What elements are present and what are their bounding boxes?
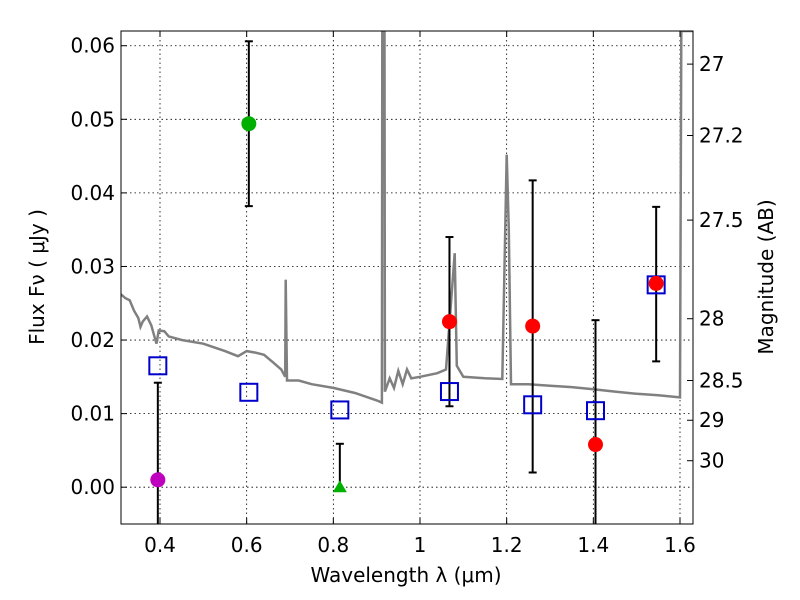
y-tick-label: 0.03 [70,254,115,278]
x-tick-label: 0.8 [317,533,349,557]
plot-area [121,31,693,524]
data-point-red [588,437,603,453]
right-tick-label: 29 [699,408,724,432]
x-tick-label: 1.6 [664,533,696,557]
y-axis-label-left: Flux Fν ( μJy ) [25,209,49,345]
x-tick-label: 1.4 [577,533,609,557]
y-tick-label: 0.00 [70,475,115,499]
model-band-markers [148,275,666,421]
right-tick-label: 27 [699,52,724,76]
x-tick-label: 0.6 [231,533,263,557]
x-tick-label: 0.4 [144,533,176,557]
x-axis-label: Wavelength λ (μm) [310,563,501,587]
right-tick-label: 30 [699,449,724,473]
observed-points [150,116,664,493]
data-point-triangle [332,480,347,493]
data-point-red [525,318,541,334]
right-tick-label: 28.5 [699,369,744,393]
data-point-red [441,314,457,330]
model-band-square [439,382,459,402]
y-tick-label: 0.02 [70,328,115,352]
right-tick-label: 27.2 [699,123,744,147]
model-sed-line [121,31,693,405]
y-axis-label-right: Magnitude (AB) [754,199,778,354]
y-tick-label: 0.04 [70,181,115,205]
x-tick-label: 1.2 [491,533,523,557]
data-point-magenta [150,472,166,488]
error-bars [153,40,661,524]
plot-frame [120,30,694,525]
grid-lines [121,31,693,524]
model-band-square [523,395,543,415]
right-tick-label: 27.5 [699,208,744,232]
x-tick-label: 1 [414,533,427,557]
right-tick-label: 28 [699,307,724,331]
y-tick-label: 0.05 [70,107,115,131]
model-band-square [148,356,168,376]
axis-ticks: 0.4 0.6 0.8 1 1.2 1.4 1.6 0.00 0.01 0.02 0.03 0.04 0… [70,31,744,557]
y-tick-label: 0.01 [70,402,115,426]
data-point-red [648,275,664,291]
data-point-green [241,116,257,132]
y-tick-label: 0.06 [70,34,115,58]
model-band-square [239,382,259,402]
model-band-square [586,401,605,421]
model-band-square [330,400,350,420]
